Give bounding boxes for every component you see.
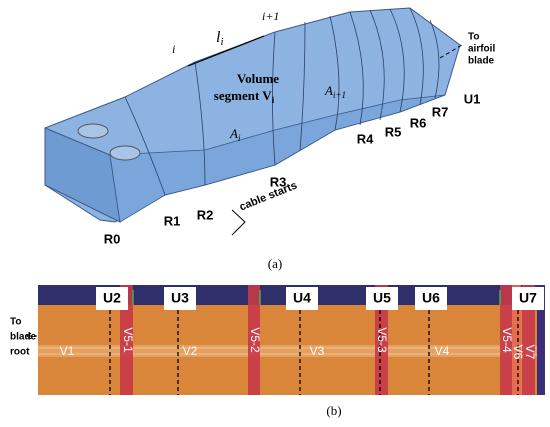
section-label: R1: [164, 213, 181, 228]
hole: [77, 123, 109, 139]
volume-label: V3: [310, 344, 325, 358]
index-label: i: [172, 42, 175, 56]
section-label: R0: [104, 231, 121, 246]
volume-label: V5-4: [500, 327, 514, 353]
volume-label: V2: [183, 344, 198, 358]
volume-label: V5-1: [121, 327, 135, 353]
unit-label: U3: [171, 290, 189, 306]
section-label: R7: [432, 104, 449, 119]
section-label: R6: [410, 115, 427, 130]
unit-box: [286, 287, 318, 310]
volume-label: V6: [511, 345, 525, 360]
unit-label: U2: [103, 290, 121, 306]
section-lines: [124, 7, 440, 196]
volume-label: V5-3: [375, 327, 389, 353]
volume-label: V1: [60, 344, 75, 358]
volume-label: Volume: [237, 71, 279, 86]
area-label: Ai+1: [324, 83, 346, 100]
unit-label: U6: [422, 290, 440, 306]
direction-label: airfoil: [468, 44, 495, 55]
direction-label: blade: [10, 332, 37, 343]
direction-label: To: [10, 317, 21, 328]
length-arrow: [187, 35, 265, 67]
volume-label: segment Vi: [214, 88, 275, 105]
area-label: Ai: [229, 126, 241, 143]
hole: [109, 145, 141, 161]
unit-box: [366, 287, 398, 310]
volume-label: V7: [523, 345, 537, 360]
unit-box: [512, 287, 544, 310]
zone-stripe: [500, 285, 512, 395]
unit-box: [164, 287, 196, 310]
section-label: U1: [464, 91, 481, 106]
blade-root-model: [44, 7, 463, 236]
direction-label: blade: [468, 56, 495, 67]
volume-label: V5-2: [248, 327, 262, 353]
index-label: i+1: [262, 9, 279, 23]
unit-label: U7: [519, 290, 537, 306]
direction-label: To: [468, 32, 479, 43]
section-label: R4: [357, 131, 374, 146]
zone-stripe: [512, 285, 521, 395]
cable-label: cable starts: [238, 179, 299, 213]
caption: (a): [268, 256, 282, 271]
right-band: [537, 285, 545, 395]
length-label: li: [216, 29, 224, 48]
unit-label: U5: [373, 290, 391, 306]
unit-label: U4: [293, 290, 311, 306]
volume-label: V4: [435, 344, 450, 358]
zone-stripe: [375, 285, 388, 395]
section-label: R5: [385, 124, 402, 139]
direction-label: root: [10, 347, 30, 358]
unit-box: [96, 287, 128, 310]
section-label: R2: [197, 207, 214, 222]
zone-stripe: [120, 285, 133, 395]
section-label: R3: [270, 174, 287, 189]
caption: (b): [326, 403, 341, 418]
zone-stripe: [522, 285, 535, 395]
stripe: [38, 345, 537, 357]
zone-stripe: [248, 285, 260, 395]
cable-arrow: [231, 209, 246, 236]
direction-arrowhead: [26, 332, 32, 340]
unit-box: [415, 287, 447, 310]
dash-arrow: [439, 44, 463, 59]
